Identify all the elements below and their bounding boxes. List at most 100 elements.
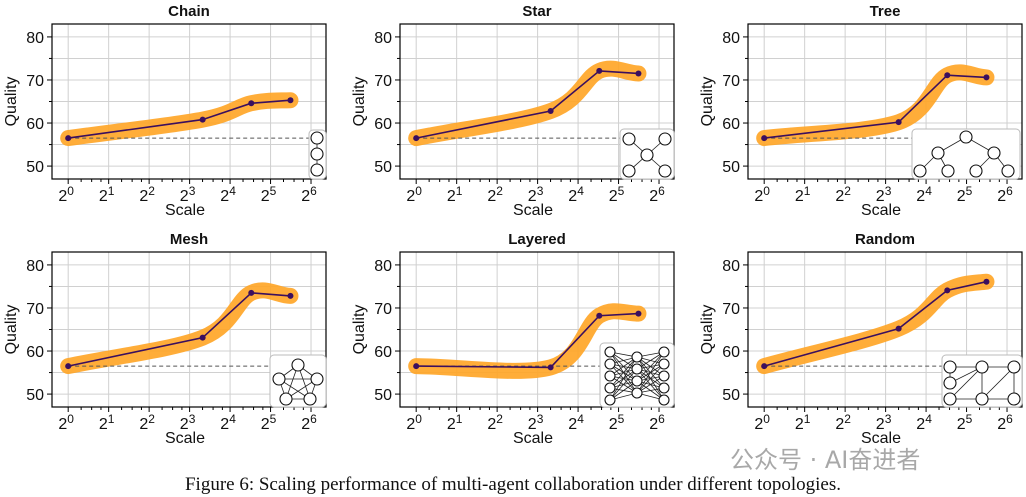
x-tick-exponent: 5 [966,412,973,426]
x-tick-label: 21 [795,184,811,205]
x-tick-exponent: 5 [270,412,277,426]
chart-title: Tree [870,3,901,20]
topology-edge [609,356,638,401]
x-tick-label: 26 [301,412,317,433]
x-tick-label: 22 [487,412,503,433]
trend-band [60,92,299,147]
y-tick-label: 70 [374,301,392,318]
x-tick-label: 20 [406,412,422,433]
y-tick-label: 60 [26,116,44,133]
figure-caption: Figure 6: Scaling performance of multi-a… [184,474,841,495]
x-axis-label: Scale [861,202,901,219]
topology-node [969,164,983,178]
data-point [761,135,768,142]
data-point [761,363,768,370]
topology-node [604,358,616,370]
data-point [248,100,255,107]
topology-node [1007,392,1021,406]
y-tick-label: 70 [722,301,740,318]
data-point [596,312,603,319]
x-tick-exponent: 2 [148,412,155,426]
topology-node [604,394,616,406]
x-tick-label: 26 [997,184,1013,205]
series-line [416,312,639,369]
topology-node [975,360,989,374]
chart-title: Star [522,3,551,20]
x-tick-label: 26 [649,184,665,205]
data-point [287,97,294,104]
y-axis-label: Quality [351,77,368,127]
x-tick-label: 22 [835,184,851,205]
x-tick-exponent: 3 [537,184,544,198]
topology-node [604,346,616,358]
x-tick-exponent: 4 [925,412,932,426]
x-tick-exponent: 4 [577,412,584,426]
watermark: 公众号 · AI奋进者 [730,446,921,474]
data-point [65,363,72,370]
x-tick-label: 25 [957,184,973,205]
data-point [287,292,294,299]
x-tick-exponent: 4 [229,184,236,198]
x-tick-exponent: 5 [618,184,625,198]
y-axis-label: Quality [3,77,20,127]
trend-band [756,64,995,147]
x-tick-exponent: 6 [310,412,317,426]
trend-band [408,303,647,379]
series-line [68,292,291,367]
x-tick-exponent: 3 [885,412,892,426]
topology-node [640,148,654,162]
data-point [547,107,554,114]
x-tick-label: 24 [916,412,932,433]
x-tick-exponent: 2 [844,184,851,198]
x-tick-label: 20 [58,412,74,433]
x-tick-label: 22 [139,184,155,205]
x-tick-exponent: 2 [844,412,851,426]
topology-node [604,370,616,382]
chart-title: Layered [508,231,566,248]
data-point [413,363,420,370]
x-tick-label: 21 [447,184,463,205]
x-tick-label: 25 [609,184,625,205]
x-tick-label: 22 [139,412,155,433]
x-tick-label: 24 [916,184,932,205]
x-tick-exponent: 3 [537,412,544,426]
series-line [764,74,987,139]
inset-box [599,342,675,408]
topology-node [622,164,636,178]
data-point [413,135,420,142]
x-tick-exponent: 6 [1006,412,1013,426]
y-axis-label: Quality [351,305,368,355]
topology-node [631,387,643,399]
x-tick-label: 24 [568,184,584,205]
topology-edge [949,366,983,400]
x-tick-label: 20 [58,184,74,205]
y-tick-label: 60 [374,344,392,361]
x-tick-exponent: 0 [763,412,770,426]
y-tick-label: 70 [374,73,392,90]
x-tick-label: 20 [754,184,770,205]
random-topology-icon [941,354,1023,408]
topology-node [913,164,927,178]
data-point [596,67,603,74]
y-tick-label: 80 [722,258,740,275]
data-point [895,325,902,332]
x-tick-label: 20 [754,412,770,433]
data-point [547,364,554,371]
topology-node [310,372,324,386]
x-tick-exponent: 0 [67,412,74,426]
topology-node [959,130,973,144]
topology-node [303,392,317,406]
x-tick-exponent: 1 [804,412,811,426]
y-tick-label: 80 [26,258,44,275]
topology-node [604,382,616,394]
x-tick-exponent: 1 [108,412,115,426]
data-point [895,119,902,126]
x-tick-label: 26 [649,412,665,433]
x-axis-label: Scale [513,430,553,447]
x-tick-exponent: 2 [496,184,503,198]
x-tick-exponent: 5 [618,412,625,426]
topology-edge [981,366,1015,400]
topology-node [1001,164,1015,178]
x-tick-label: 24 [220,184,236,205]
